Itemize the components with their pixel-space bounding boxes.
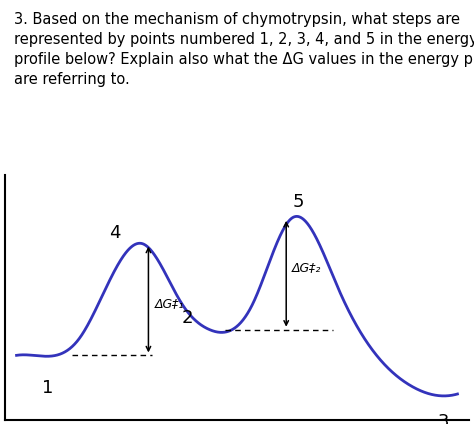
Text: ΔG‡₂: ΔG‡₂ xyxy=(292,261,321,274)
Text: 4: 4 xyxy=(109,223,121,242)
Text: 3: 3 xyxy=(438,413,449,424)
Text: 5: 5 xyxy=(292,193,304,212)
Text: ΔG‡₁: ΔG‡₁ xyxy=(155,297,184,310)
Text: 2: 2 xyxy=(182,310,193,327)
Text: 3. Based on the mechanism of chymotrypsin, what steps are
represented by points : 3. Based on the mechanism of chymotrypsi… xyxy=(14,12,474,86)
Text: 1: 1 xyxy=(42,379,54,397)
